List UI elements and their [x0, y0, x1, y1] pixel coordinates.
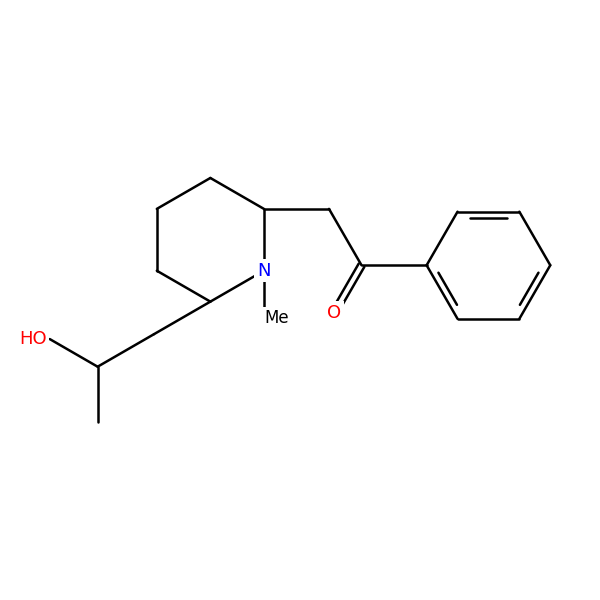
Text: HO: HO [19, 330, 46, 348]
Text: O: O [327, 304, 341, 322]
Text: Me: Me [264, 309, 289, 327]
Text: N: N [257, 262, 271, 280]
